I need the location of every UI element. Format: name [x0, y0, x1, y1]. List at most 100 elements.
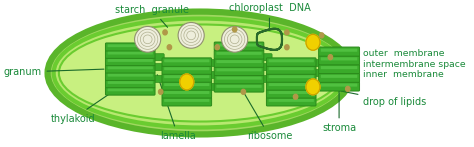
Circle shape	[285, 45, 289, 50]
FancyBboxPatch shape	[214, 42, 264, 51]
FancyBboxPatch shape	[164, 91, 210, 94]
FancyBboxPatch shape	[153, 64, 164, 71]
FancyBboxPatch shape	[164, 67, 210, 70]
FancyBboxPatch shape	[319, 73, 360, 82]
Text: ribosome: ribosome	[245, 94, 292, 141]
FancyBboxPatch shape	[164, 75, 210, 78]
FancyBboxPatch shape	[266, 58, 316, 66]
Text: starch  granule: starch granule	[115, 5, 189, 27]
FancyBboxPatch shape	[214, 83, 264, 92]
Circle shape	[293, 94, 298, 99]
FancyBboxPatch shape	[162, 58, 211, 66]
FancyBboxPatch shape	[266, 90, 316, 98]
FancyBboxPatch shape	[210, 83, 220, 90]
FancyBboxPatch shape	[262, 75, 272, 82]
FancyBboxPatch shape	[269, 99, 314, 102]
Circle shape	[158, 89, 163, 94]
FancyBboxPatch shape	[262, 54, 272, 61]
Circle shape	[306, 79, 320, 95]
Text: chloroplast  DNA: chloroplast DNA	[228, 3, 310, 29]
FancyBboxPatch shape	[319, 56, 360, 65]
Text: outer  membrane: outer membrane	[352, 49, 445, 58]
FancyBboxPatch shape	[153, 75, 164, 82]
FancyBboxPatch shape	[269, 83, 314, 86]
FancyBboxPatch shape	[217, 85, 262, 88]
FancyBboxPatch shape	[108, 88, 153, 91]
FancyBboxPatch shape	[266, 97, 316, 106]
FancyBboxPatch shape	[164, 59, 210, 62]
Ellipse shape	[54, 19, 346, 127]
FancyBboxPatch shape	[108, 52, 153, 55]
FancyBboxPatch shape	[217, 77, 262, 80]
FancyBboxPatch shape	[262, 64, 272, 71]
FancyBboxPatch shape	[162, 82, 211, 90]
FancyBboxPatch shape	[105, 43, 155, 51]
FancyBboxPatch shape	[162, 90, 211, 98]
FancyBboxPatch shape	[314, 81, 321, 88]
Text: intermembrane space: intermembrane space	[352, 60, 466, 69]
FancyBboxPatch shape	[105, 87, 155, 95]
Circle shape	[180, 74, 194, 90]
FancyBboxPatch shape	[214, 59, 264, 67]
FancyBboxPatch shape	[214, 50, 264, 59]
FancyBboxPatch shape	[105, 58, 155, 66]
FancyBboxPatch shape	[217, 52, 262, 55]
Circle shape	[163, 30, 167, 35]
FancyBboxPatch shape	[319, 65, 360, 74]
Text: stroma: stroma	[322, 90, 356, 133]
FancyBboxPatch shape	[217, 68, 262, 71]
FancyBboxPatch shape	[266, 66, 316, 74]
FancyBboxPatch shape	[269, 75, 314, 78]
Circle shape	[346, 86, 350, 91]
Text: inner  membrane: inner membrane	[352, 69, 444, 80]
Ellipse shape	[178, 22, 204, 48]
Ellipse shape	[222, 26, 248, 52]
Text: thylakoid: thylakoid	[51, 88, 118, 124]
Circle shape	[328, 55, 333, 60]
FancyBboxPatch shape	[105, 72, 155, 80]
FancyBboxPatch shape	[210, 72, 220, 78]
Circle shape	[306, 34, 320, 50]
FancyBboxPatch shape	[321, 57, 357, 60]
Circle shape	[319, 33, 324, 38]
FancyBboxPatch shape	[217, 44, 262, 47]
Circle shape	[215, 45, 219, 50]
FancyBboxPatch shape	[153, 54, 164, 61]
FancyBboxPatch shape	[164, 99, 210, 102]
FancyBboxPatch shape	[210, 60, 220, 67]
FancyBboxPatch shape	[269, 59, 314, 62]
FancyBboxPatch shape	[314, 70, 321, 76]
FancyBboxPatch shape	[108, 59, 153, 62]
FancyBboxPatch shape	[108, 66, 153, 69]
FancyBboxPatch shape	[162, 97, 211, 106]
FancyBboxPatch shape	[108, 44, 153, 47]
Circle shape	[232, 27, 237, 32]
FancyBboxPatch shape	[321, 83, 357, 87]
Text: lamella: lamella	[157, 75, 196, 141]
FancyBboxPatch shape	[105, 50, 155, 58]
FancyBboxPatch shape	[321, 75, 357, 78]
FancyBboxPatch shape	[217, 60, 262, 63]
Circle shape	[241, 89, 246, 94]
Text: drop of lipids: drop of lipids	[323, 87, 427, 107]
FancyBboxPatch shape	[105, 65, 155, 73]
FancyBboxPatch shape	[266, 74, 316, 82]
FancyBboxPatch shape	[321, 66, 357, 69]
FancyBboxPatch shape	[108, 74, 153, 77]
FancyBboxPatch shape	[108, 81, 153, 84]
Ellipse shape	[135, 26, 161, 52]
FancyBboxPatch shape	[164, 83, 210, 86]
FancyBboxPatch shape	[162, 74, 211, 82]
FancyBboxPatch shape	[319, 47, 360, 56]
Text: granum: granum	[3, 67, 104, 77]
FancyBboxPatch shape	[321, 49, 357, 52]
FancyBboxPatch shape	[162, 66, 211, 74]
FancyBboxPatch shape	[214, 67, 264, 76]
FancyBboxPatch shape	[266, 82, 316, 90]
FancyBboxPatch shape	[269, 91, 314, 94]
FancyBboxPatch shape	[214, 75, 264, 84]
Ellipse shape	[59, 24, 341, 122]
Ellipse shape	[47, 12, 352, 134]
Circle shape	[285, 30, 289, 35]
FancyBboxPatch shape	[269, 67, 314, 70]
